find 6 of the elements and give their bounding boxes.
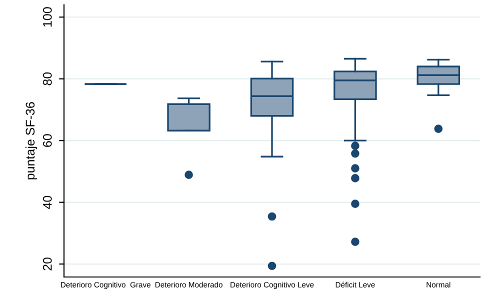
y-tick-label: 100 — [42, 7, 52, 27]
y-axis-title: puntaje SF-36 — [25, 102, 38, 180]
y-tick-label: 80 — [42, 72, 52, 86]
y-tick-label: 20 — [42, 258, 52, 270]
y-tick-label: 60 — [42, 134, 52, 147]
y-tick-label: 40 — [42, 196, 52, 209]
